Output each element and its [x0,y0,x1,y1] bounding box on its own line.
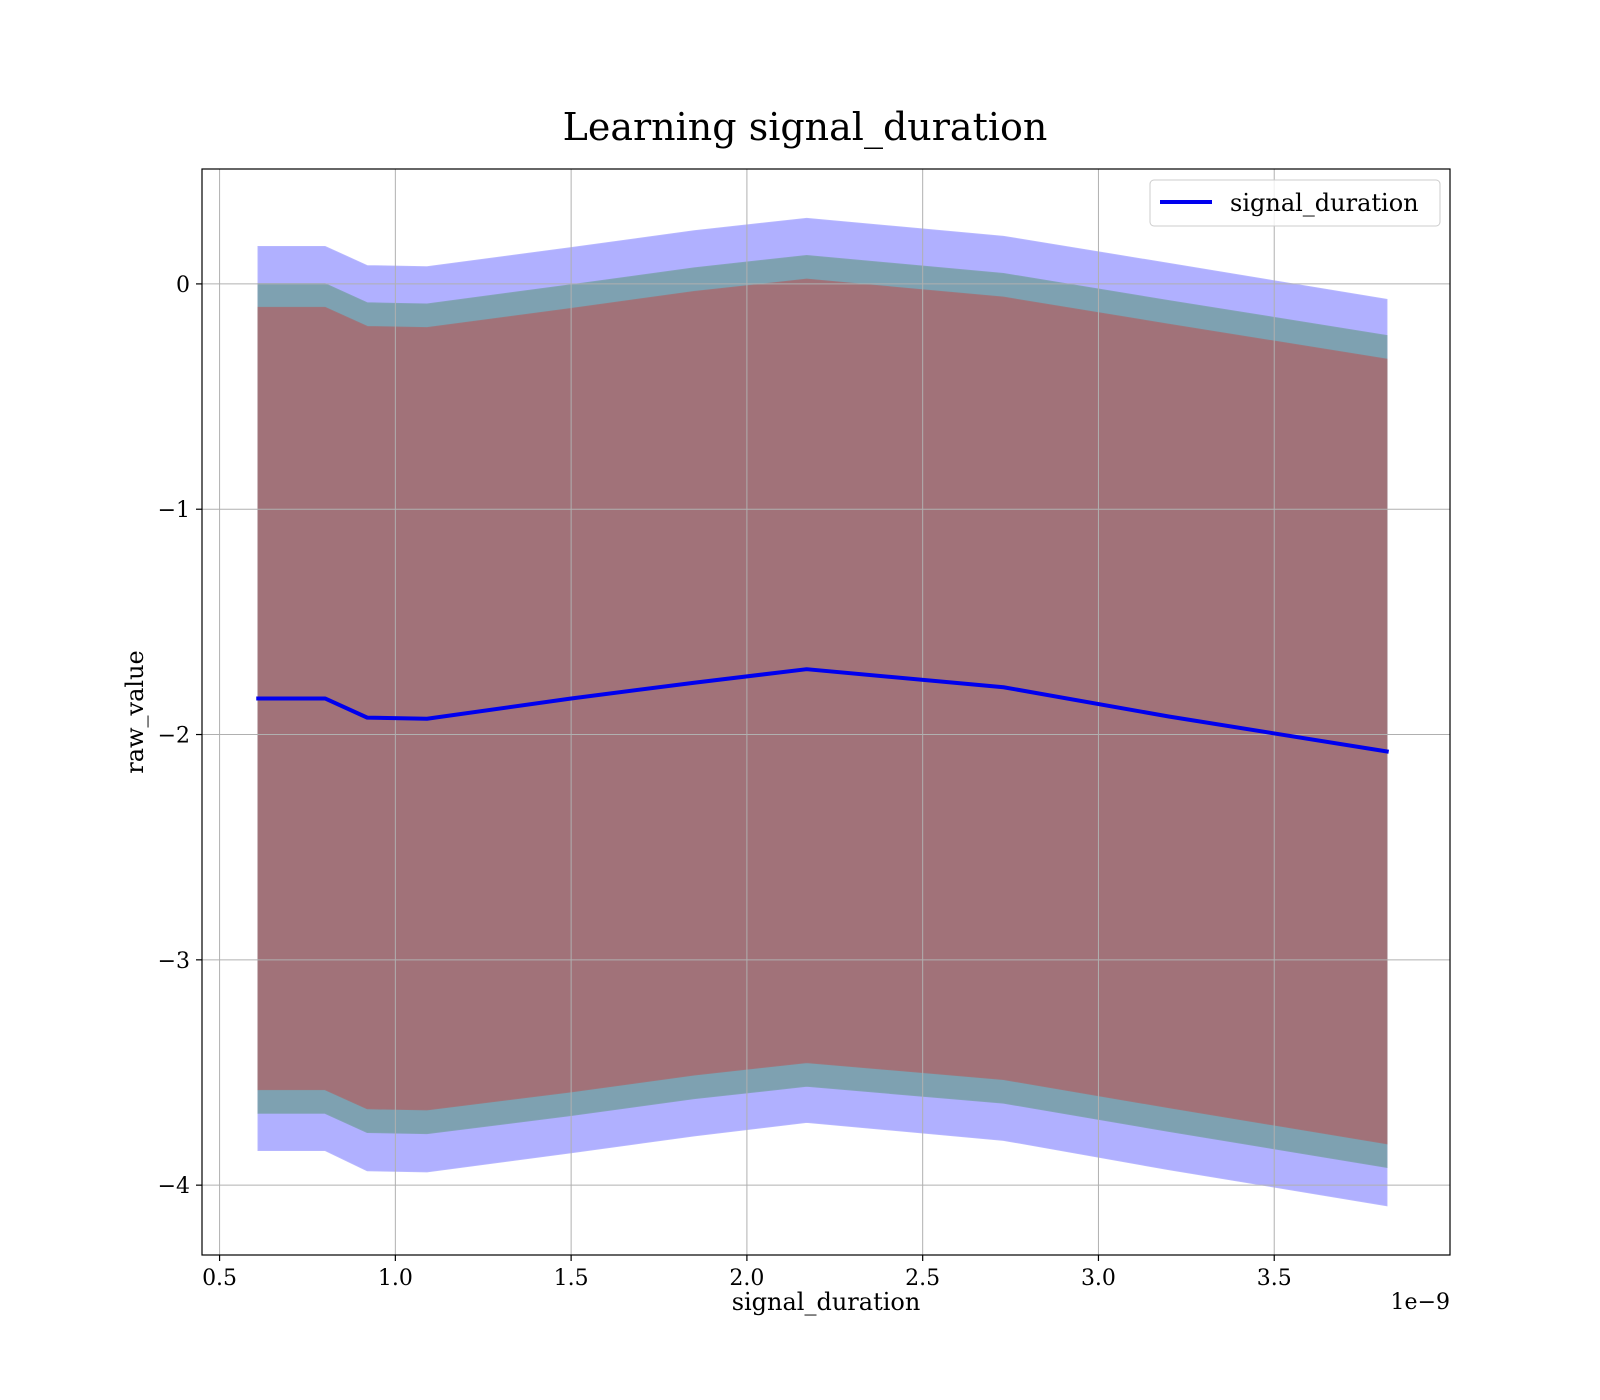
confidence-band-2 [257,278,1388,1145]
y-tick-label: −3 [158,949,190,974]
y-tick-label: 0 [176,273,190,298]
chart-title: Learning signal_duration [563,105,1048,150]
legend-label: signal_duration [1230,189,1419,217]
y-axis-ticks: 0 −1 −2 −3 −4 [158,273,202,1199]
x-tick-label: 2.0 [729,1266,764,1291]
plot-frame [201,168,1451,1256]
x-tick-label: 1.5 [554,1266,589,1291]
x-tick-label: 3.0 [1081,1266,1116,1291]
grid [202,169,1450,1255]
x-axis-ticks: 0.5 1.0 1.5 2.0 2.5 3.0 3.5 [202,1255,1292,1291]
x-tick-label: 3.5 [1257,1266,1292,1291]
y-tick-label: −1 [158,498,190,523]
x-axis-label: signal_duration [732,1288,921,1316]
series-line-0 [256,667,1390,754]
y-tick-label: −4 [158,1174,190,1199]
y-axis-label: raw_value [121,650,149,774]
series-lines [256,667,1390,754]
confidence-bands [257,217,1388,1207]
x-tick-label: 2.5 [905,1266,940,1291]
legend-box [1149,179,1441,227]
legend: signal_duration [1149,179,1441,227]
x-axis-offset-text: 1e−9 [1391,1290,1450,1315]
x-tick-label: 0.5 [202,1266,237,1291]
y-tick-label: −2 [158,724,190,749]
x-tick-label: 1.0 [378,1266,413,1291]
